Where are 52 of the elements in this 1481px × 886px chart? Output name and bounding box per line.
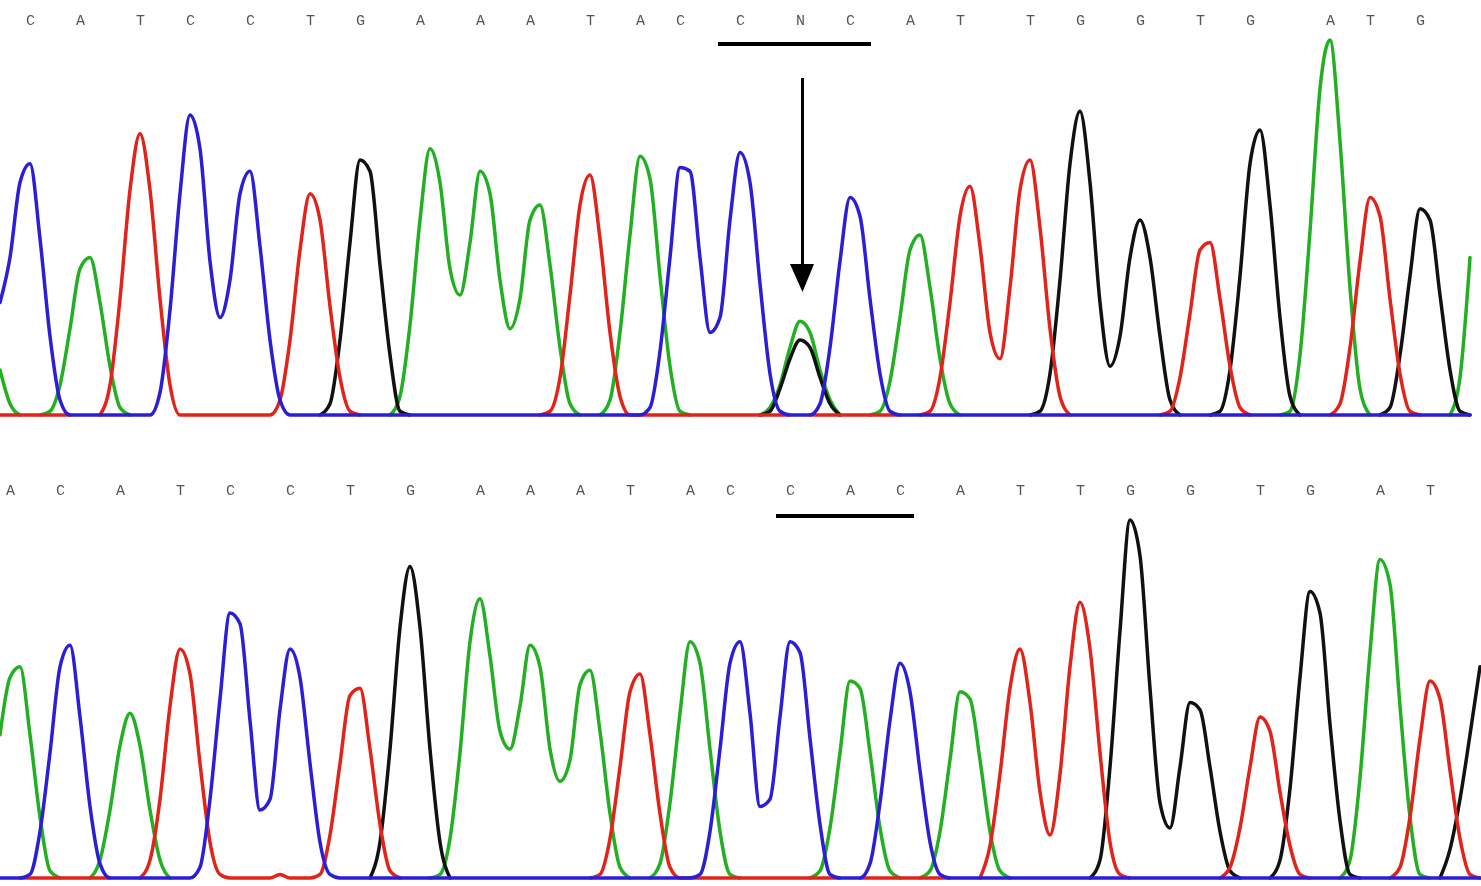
x-tick-label: A xyxy=(75,12,86,30)
x-tick-label: T xyxy=(1255,482,1266,500)
x-tick-label: A xyxy=(635,12,646,30)
x-tick-label: T xyxy=(585,12,596,30)
x-tick-label: C xyxy=(25,12,36,30)
x-tick-label: T xyxy=(305,12,316,30)
x-tick-label: C xyxy=(785,482,796,500)
x-tick-label: G xyxy=(1245,12,1256,30)
x-tick-label: A xyxy=(415,12,426,30)
x-tick-label: A xyxy=(525,12,536,30)
x-tick-label: A xyxy=(1375,482,1386,500)
x-tick-label: T xyxy=(135,12,146,30)
x-tick-label: C xyxy=(895,482,906,500)
x-tick-label: T xyxy=(1195,12,1206,30)
x-tick-label: C xyxy=(225,482,236,500)
x-tick-label: C xyxy=(845,12,856,30)
x-tick-label: G xyxy=(1415,12,1426,30)
x-tick-label: A xyxy=(955,482,966,500)
x-tick-label: A xyxy=(525,482,536,500)
x-tick-label: G xyxy=(1075,12,1086,30)
x-tick-label: C xyxy=(185,12,196,30)
x-tick-label: G xyxy=(1185,482,1196,500)
x-tick-label: A xyxy=(115,482,126,500)
x-tick-label: T xyxy=(175,482,186,500)
x-tick-label: A xyxy=(1325,12,1336,30)
x-tick-label: G xyxy=(1125,482,1136,500)
x-tick-label: C xyxy=(245,12,256,30)
x-tick-label: A xyxy=(475,482,486,500)
x-tick-label: T xyxy=(1425,482,1436,500)
x-tick-label: C xyxy=(735,12,746,30)
x-tick-label: T xyxy=(625,482,636,500)
x-tick-label: T xyxy=(1015,482,1026,500)
x-tick-label: G xyxy=(1305,482,1316,500)
x-tick-label: T xyxy=(1365,12,1376,30)
x-tick-label: A xyxy=(685,482,696,500)
x-tick-label: G xyxy=(1135,12,1146,30)
x-tick-label: A xyxy=(905,12,916,30)
x-tick-label: T xyxy=(955,12,966,30)
x-tick-label: C xyxy=(285,482,296,500)
x-tick-label: G xyxy=(355,12,366,30)
x-tick-label: A xyxy=(5,482,16,500)
x-tick-label: C xyxy=(725,482,736,500)
x-tick-label: N xyxy=(795,12,806,30)
x-tick-label: C xyxy=(55,482,66,500)
x-tick-label: T xyxy=(1025,12,1036,30)
x-tick-label: T xyxy=(345,482,356,500)
x-tick-label: A xyxy=(475,12,486,30)
x-tick-label: T xyxy=(1075,482,1086,500)
x-tick-label: C xyxy=(675,12,686,30)
x-tick-label: A xyxy=(575,482,586,500)
x-tick-label: A xyxy=(845,482,856,500)
x-tick-label: G xyxy=(405,482,416,500)
